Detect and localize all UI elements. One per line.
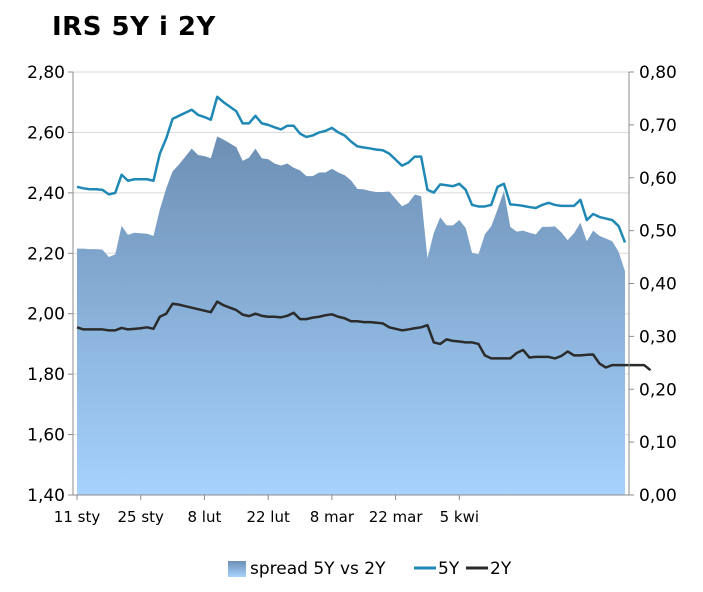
- y-right-tick-label: 0,10: [639, 433, 677, 453]
- y-right-tick-label: 0,70: [639, 116, 677, 136]
- x-tick-label: 22 mar: [369, 508, 424, 526]
- legend-label-2y: 2Y: [490, 559, 512, 579]
- y-right-tick-label: 0,40: [639, 275, 677, 295]
- y-right-tick-label: 0,30: [639, 327, 677, 347]
- legend-label-5y: 5Y: [438, 559, 460, 579]
- y-right-tick-label: 0,20: [639, 380, 677, 400]
- series-line-5y: [76, 95, 627, 243]
- spread-area-layer: [77, 136, 625, 495]
- legend-swatch-spread: [228, 561, 246, 577]
- x-tick-label: 8 mar: [310, 508, 355, 526]
- y-left-tick-label: 1,40: [27, 486, 65, 506]
- series-line-2y: [76, 300, 652, 372]
- axes: [68, 71, 634, 500]
- y-left-tick-label: 2,40: [27, 184, 65, 204]
- y-right-tick-label: 0,00: [639, 486, 677, 506]
- x-tick-label: 8 lut: [188, 508, 222, 526]
- y-left-tick-label: 2,80: [27, 63, 65, 83]
- x-tick-label: 25 sty: [118, 508, 165, 526]
- y-right-tick-label: 0,60: [639, 169, 677, 189]
- spread-area: [77, 136, 625, 495]
- x-tick-label: 22 lut: [246, 508, 290, 526]
- series-lines-layer: [76, 95, 652, 372]
- x-tick-label: 11 sty: [54, 508, 101, 526]
- chart-title: IRS 5Y i 2Y: [52, 12, 216, 42]
- y-left-tick-label: 1,80: [27, 365, 65, 385]
- legend: spread 5Y vs 2Y 5Y 2Y: [228, 559, 512, 579]
- y-left-tick-label: 2,60: [27, 123, 65, 143]
- y-right-tick-label: 0,80: [639, 63, 677, 83]
- y-left-tick-label: 2,20: [27, 244, 65, 264]
- y-right-tick-label: 0,50: [639, 222, 677, 242]
- x-tick-label: 5 kwi: [440, 508, 479, 526]
- y-left-tick-label: 2,00: [27, 305, 65, 325]
- tick-labels: 1,40 1,60 1,80 2,00 2,20 2,40 2,60 2,80 0,00 0,10…: [27, 63, 677, 526]
- y-left-tick-label: 1,60: [27, 426, 65, 446]
- legend-label-spread: spread 5Y vs 2Y: [250, 559, 386, 579]
